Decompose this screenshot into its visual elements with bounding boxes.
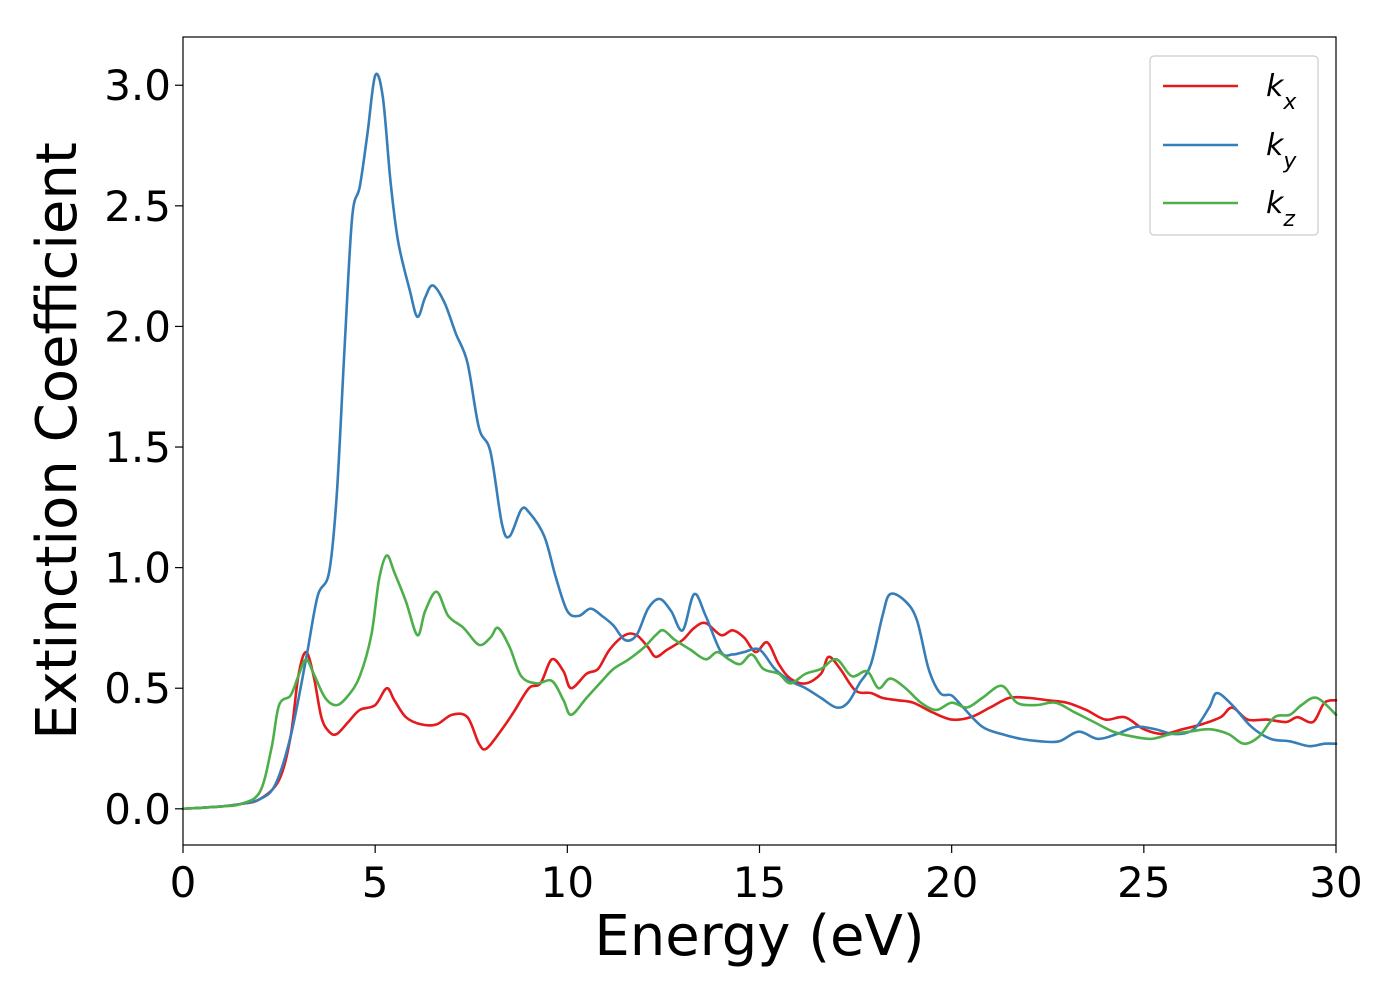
- plot-background: [183, 37, 1336, 845]
- legend-label-x: kx: [1266, 69, 1297, 115]
- plot-area: [181, 36, 1338, 846]
- legend-entries: kx ky kz: [1163, 69, 1297, 232]
- x-tick-label: 10: [541, 858, 594, 907]
- series-line-x: [181, 621, 1338, 811]
- y-tick-label: 0.0: [104, 785, 171, 834]
- legend: kx ky kz: [1149, 55, 1319, 236]
- y-axis-ticks: 0.0 0.5 1.0 1.5 2.0 2.5 3.0: [104, 61, 183, 834]
- y-tick-label: 2.5: [104, 182, 171, 231]
- y-tick-label: 1.5: [104, 423, 171, 472]
- x-tick-label: 5: [362, 858, 389, 907]
- y-tick-label: 1.0: [104, 544, 171, 593]
- x-axis-ticks: 0 5 10 15 20 25 30: [170, 845, 1363, 907]
- legend-label-y: ky: [1266, 128, 1297, 174]
- x-tick-label: 20: [925, 858, 978, 907]
- legend-label-z: kz: [1266, 186, 1295, 232]
- x-tick-label: 25: [1117, 858, 1170, 907]
- y-tick-label: 0.5: [104, 664, 171, 713]
- series-lines: [181, 72, 1338, 811]
- series-line-z: [181, 554, 1338, 811]
- x-tick-label: 15: [733, 858, 786, 907]
- x-tick-label: 30: [1309, 858, 1362, 907]
- x-axis-label: Energy (eV): [594, 904, 924, 969]
- x-tick-label: 0: [170, 858, 197, 907]
- series-line-y: [181, 72, 1338, 811]
- y-axis-label: Extinction Coefficient: [25, 142, 90, 740]
- y-tick-label: 2.0: [104, 302, 171, 351]
- y-tick-label: 3.0: [104, 61, 171, 110]
